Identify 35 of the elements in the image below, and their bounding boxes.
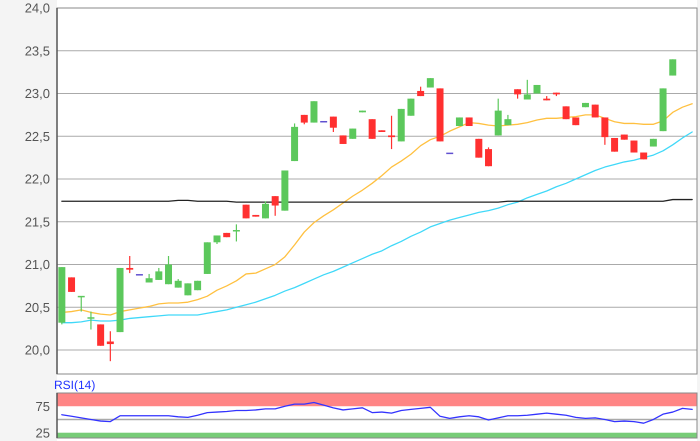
y-tick-label: 20,0 (24, 342, 50, 358)
candlestick (68, 276, 76, 293)
y-tick-label: 23,5 (24, 43, 50, 58)
candlestick (106, 330, 114, 362)
candlestick (97, 324, 104, 346)
candlestick (524, 79, 531, 100)
y-tick-label: 22,5 (24, 128, 50, 144)
candlestick (232, 224, 241, 242)
candlestick (368, 118, 376, 140)
y-tick-label: 23,0 (24, 86, 50, 102)
y-tick-label: 21,0 (24, 257, 50, 272)
candlestick (165, 255, 172, 285)
candlestick (407, 98, 414, 116)
candlestick (514, 88, 522, 100)
candlestick (592, 104, 599, 118)
candlestick (272, 196, 279, 216)
candlestick (349, 128, 356, 140)
y-tick-label: 20,5 (24, 300, 50, 315)
line-series (61, 402, 693, 424)
line-series (61, 131, 693, 324)
candlestick (310, 100, 318, 124)
candlestick (601, 116, 608, 146)
candlestick (77, 296, 86, 312)
candlestick (330, 116, 337, 133)
y-tick-label: 24,0 (24, 0, 50, 16)
candlestick (485, 146, 492, 167)
candlestick (86, 310, 96, 330)
candlestick (262, 200, 269, 219)
chart-title: RSI(14) (54, 378, 96, 392)
candlestick (242, 204, 250, 219)
candlestick (155, 267, 162, 281)
y-tick-label: 25 (36, 425, 50, 440)
y-tick-label: 75 (36, 398, 50, 414)
y-tick-label: 21,5 (24, 214, 50, 230)
y-tick-label: 22,0 (24, 172, 50, 187)
